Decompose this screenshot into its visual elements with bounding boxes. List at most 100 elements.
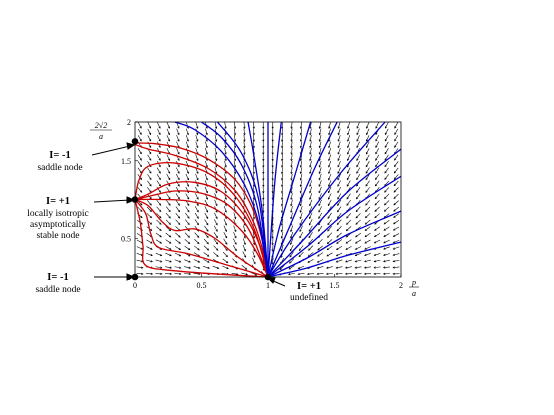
field-arrow (195, 141, 199, 149)
field-arrow (271, 186, 274, 194)
field-arrow (308, 219, 313, 226)
field-arrow (165, 232, 172, 238)
field-arrow (373, 272, 381, 275)
field-arrow (224, 160, 227, 168)
field-arrow (336, 245, 343, 250)
field-arrow (175, 219, 181, 225)
field-arrow (280, 186, 284, 194)
y-axis-label: 2√2 a (90, 121, 112, 141)
field-arrow (175, 193, 180, 200)
field-arrow (363, 272, 371, 275)
field-arrow (185, 193, 190, 200)
field-arrow (299, 212, 303, 220)
field-arrow (155, 232, 162, 238)
field-arrow (280, 231, 284, 239)
field-arrow (194, 232, 200, 238)
critical-point (131, 138, 139, 145)
field-arrow (271, 225, 274, 233)
field-arrow (345, 239, 352, 244)
field-arrow (337, 122, 341, 129)
field-arrow (156, 219, 162, 225)
field-arrow (194, 212, 199, 219)
field-arrow (337, 186, 342, 194)
field-arrow (136, 272, 144, 275)
field-arrow (383, 246, 390, 250)
arrow-stable-node (93, 199, 131, 203)
field-arrow (262, 147, 265, 155)
field-arrow (309, 180, 312, 188)
annotation-arrows (91, 142, 286, 287)
field-arrow (195, 154, 199, 162)
field-arrow (337, 147, 341, 155)
arrowhead-saddle-bottom (126, 273, 136, 281)
blue-trajectory (247, 121, 269, 278)
field-arrow (336, 226, 342, 232)
field-arrow (262, 199, 265, 207)
field-arrow (327, 219, 332, 226)
field-arrow (156, 167, 161, 174)
field-arrow (392, 266, 400, 269)
field-arrow (299, 180, 303, 188)
field-arrow (299, 160, 303, 168)
field-arrow (204, 160, 208, 168)
field-arrow (383, 233, 390, 237)
field-arrow (252, 251, 256, 259)
field-arrow (280, 199, 284, 207)
field-arrow (375, 141, 380, 148)
field-arrow (213, 225, 218, 232)
field-arrow (271, 122, 274, 130)
field-arrow (223, 238, 228, 245)
field-arrow (356, 141, 360, 149)
field-arrow (262, 186, 265, 194)
field-arrow (364, 259, 371, 263)
field-arrow (233, 160, 237, 168)
field-arrow (137, 128, 142, 136)
field-arrow (318, 122, 322, 129)
field-arrow (299, 232, 303, 239)
field-arrow (281, 141, 284, 149)
field-arrow (166, 173, 171, 181)
annotation-saddle-bottom: I= -1 saddle node (35, 272, 80, 295)
field-arrow (233, 122, 237, 130)
field-arrow (299, 167, 303, 175)
field-arrow (252, 212, 256, 220)
field-arrow (174, 245, 181, 250)
field-arrow (166, 199, 171, 206)
critical-point (131, 196, 139, 203)
field-arrow (316, 266, 324, 269)
field-arrow (157, 135, 161, 142)
field-arrow (299, 225, 303, 233)
field-arrow (290, 238, 294, 245)
field-arrow (281, 122, 284, 130)
field-arrow (193, 266, 201, 269)
field-arrow (213, 232, 218, 239)
annotation-stable-node-sub-3: stable node (36, 231, 79, 241)
field-arrow (326, 266, 333, 269)
field-arrow (137, 148, 142, 155)
field-arrow (204, 206, 209, 213)
field-arrow (328, 128, 331, 136)
field-arrow (347, 141, 351, 149)
field-arrow (223, 225, 228, 233)
field-arrow (364, 233, 371, 238)
field-arrow (136, 253, 144, 257)
x-axis-label-denominator: a (412, 289, 416, 298)
field-arrow (184, 232, 190, 238)
field-arrow (271, 257, 274, 265)
field-arrow (318, 134, 322, 142)
field-arrow (185, 206, 190, 213)
field-arrow (271, 180, 274, 188)
field-arrow (165, 259, 172, 263)
field-arrow (222, 258, 229, 264)
blue-trajectory (216, 121, 269, 278)
field-arrow (366, 128, 370, 136)
field-arrow (384, 193, 390, 200)
field-arrow (384, 141, 389, 148)
field-arrow (392, 246, 400, 250)
field-arrow (223, 206, 227, 213)
field-arrow (364, 226, 371, 231)
field-arrow (327, 225, 333, 232)
field-arrow (156, 200, 162, 206)
field-arrow (364, 239, 371, 244)
x-tick-label: 1 (266, 281, 270, 290)
